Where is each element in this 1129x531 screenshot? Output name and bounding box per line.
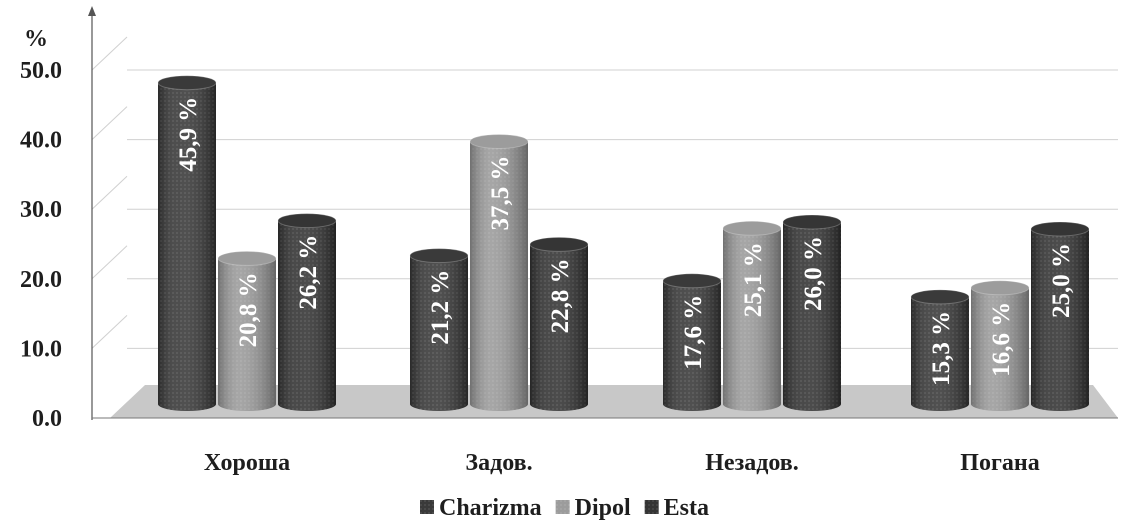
bar bbox=[409, 248, 469, 411]
data-label: 15,3 % bbox=[928, 311, 955, 386]
legend-label: Dipol bbox=[575, 495, 631, 521]
chart-floor bbox=[110, 385, 1118, 418]
data-label: 26,2 % bbox=[295, 235, 322, 310]
legend-swatch-texture bbox=[420, 500, 434, 514]
bar bbox=[970, 280, 1030, 411]
bar-shading bbox=[410, 255, 468, 411]
data-label: 20,8 % bbox=[235, 272, 262, 347]
y-tick-label: 0.0 bbox=[32, 406, 62, 432]
bar bbox=[910, 289, 970, 411]
bar-shading bbox=[278, 220, 336, 411]
bar-top bbox=[277, 213, 337, 229]
data-label: 16,6 % bbox=[988, 302, 1015, 377]
bar-shading bbox=[783, 222, 841, 411]
x-category-label: Незадов. bbox=[705, 450, 798, 476]
bar-top bbox=[782, 214, 842, 230]
bar-shading bbox=[971, 287, 1029, 411]
gridline-diagonal bbox=[91, 175, 128, 210]
y-axis-arrow bbox=[88, 6, 96, 16]
y-axis-unit: % bbox=[24, 26, 48, 52]
bar-shading bbox=[218, 258, 276, 411]
bar bbox=[469, 134, 529, 411]
bar-top bbox=[662, 273, 722, 289]
bar-top bbox=[469, 134, 529, 149]
bar-shading bbox=[158, 82, 216, 411]
gridline-diagonal bbox=[91, 315, 128, 349]
bars-layer bbox=[157, 75, 1090, 411]
bar-top bbox=[970, 280, 1030, 296]
y-tick-label: 20.0 bbox=[20, 267, 62, 293]
bar-shading bbox=[663, 280, 721, 411]
data-label: 45,9 % bbox=[175, 97, 202, 172]
data-label: 25,1 % bbox=[740, 242, 767, 317]
data-label: 37,5 % bbox=[487, 156, 514, 231]
bar-shading bbox=[470, 141, 528, 411]
bar-top bbox=[910, 289, 970, 305]
bar-shading bbox=[530, 244, 588, 411]
data-label: 22,8 % bbox=[547, 258, 574, 333]
legend: Charizma Dipol Esta bbox=[420, 495, 709, 521]
axis-layer: 0.0 10.0 20.0 30.0 40.0 50.0% bbox=[20, 6, 1118, 432]
bar bbox=[217, 250, 277, 411]
y-tick-label: 50.0 bbox=[20, 58, 62, 84]
bar bbox=[782, 214, 842, 411]
bar-top bbox=[217, 250, 277, 266]
data-label: 26,0 % bbox=[800, 236, 827, 311]
bar-shading bbox=[723, 228, 781, 411]
bar bbox=[529, 236, 589, 411]
data-label: 21,2 % bbox=[427, 270, 454, 345]
bar-top bbox=[722, 220, 782, 236]
bar-top bbox=[157, 75, 217, 91]
bar-shading bbox=[911, 296, 969, 411]
bar bbox=[722, 220, 782, 411]
legend-swatch-texture bbox=[644, 500, 659, 514]
x-category-label: Погана bbox=[960, 450, 1039, 476]
gridline-diagonal bbox=[91, 36, 128, 71]
bar-shading bbox=[1031, 229, 1089, 411]
bar bbox=[157, 75, 217, 411]
x-category-label: Хороша bbox=[204, 450, 290, 476]
bar bbox=[277, 213, 337, 411]
bar-top bbox=[529, 236, 589, 252]
bar bbox=[662, 273, 722, 411]
y-tick-label: 40.0 bbox=[20, 128, 62, 154]
x-category-label: Задов. bbox=[465, 450, 532, 476]
bar-top bbox=[409, 248, 469, 264]
labels-layer: Хороша 45,9 % 20,8 % 26,2 % Задов. 21,2 % 37,5… bbox=[175, 97, 1075, 476]
legend-label: Charizma bbox=[439, 495, 542, 521]
gridline-diagonal bbox=[91, 245, 128, 280]
bar-top bbox=[1030, 221, 1090, 237]
legend-swatch-texture bbox=[555, 500, 570, 514]
y-tick-label: 10.0 bbox=[20, 336, 62, 362]
bar bbox=[1030, 221, 1090, 411]
data-label: 25,0 % bbox=[1048, 243, 1075, 318]
legend-label: Esta bbox=[664, 495, 709, 521]
data-label: 17,6 % bbox=[680, 295, 707, 370]
y-tick-label: 30.0 bbox=[20, 197, 62, 223]
floor-layer bbox=[92, 385, 1118, 419]
gridline-diagonal bbox=[91, 106, 128, 140]
